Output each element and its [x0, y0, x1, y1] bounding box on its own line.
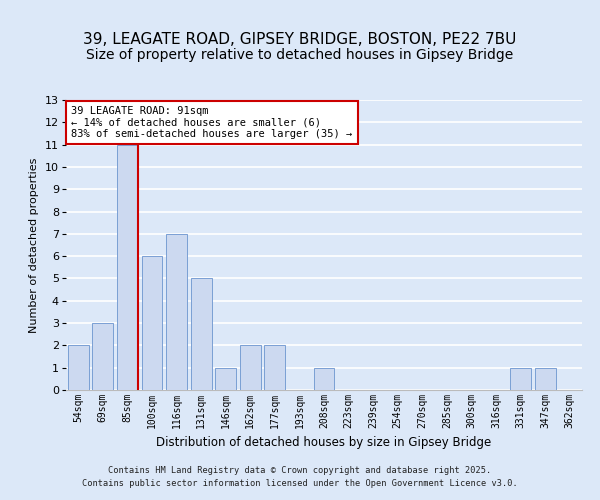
Bar	[68, 346, 89, 390]
Bar	[240, 346, 261, 390]
Text: Contains HM Land Registry data © Crown copyright and database right 2025.
Contai: Contains HM Land Registry data © Crown c…	[82, 466, 518, 487]
Bar	[510, 368, 531, 390]
Text: 39 LEAGATE ROAD: 91sqm
← 14% of detached houses are smaller (6)
83% of semi-deta: 39 LEAGATE ROAD: 91sqm ← 14% of detached…	[71, 106, 352, 139]
Bar	[265, 346, 286, 390]
X-axis label: Distribution of detached houses by size in Gipsey Bridge: Distribution of detached houses by size …	[157, 436, 491, 450]
Bar	[92, 323, 113, 390]
Y-axis label: Number of detached properties: Number of detached properties	[29, 158, 40, 332]
Bar	[117, 144, 138, 390]
Bar	[166, 234, 187, 390]
Text: Size of property relative to detached houses in Gipsey Bridge: Size of property relative to detached ho…	[86, 48, 514, 62]
Bar	[191, 278, 212, 390]
Bar	[142, 256, 163, 390]
Bar	[314, 368, 334, 390]
Text: 39, LEAGATE ROAD, GIPSEY BRIDGE, BOSTON, PE22 7BU: 39, LEAGATE ROAD, GIPSEY BRIDGE, BOSTON,…	[83, 32, 517, 48]
Bar	[535, 368, 556, 390]
Bar	[215, 368, 236, 390]
